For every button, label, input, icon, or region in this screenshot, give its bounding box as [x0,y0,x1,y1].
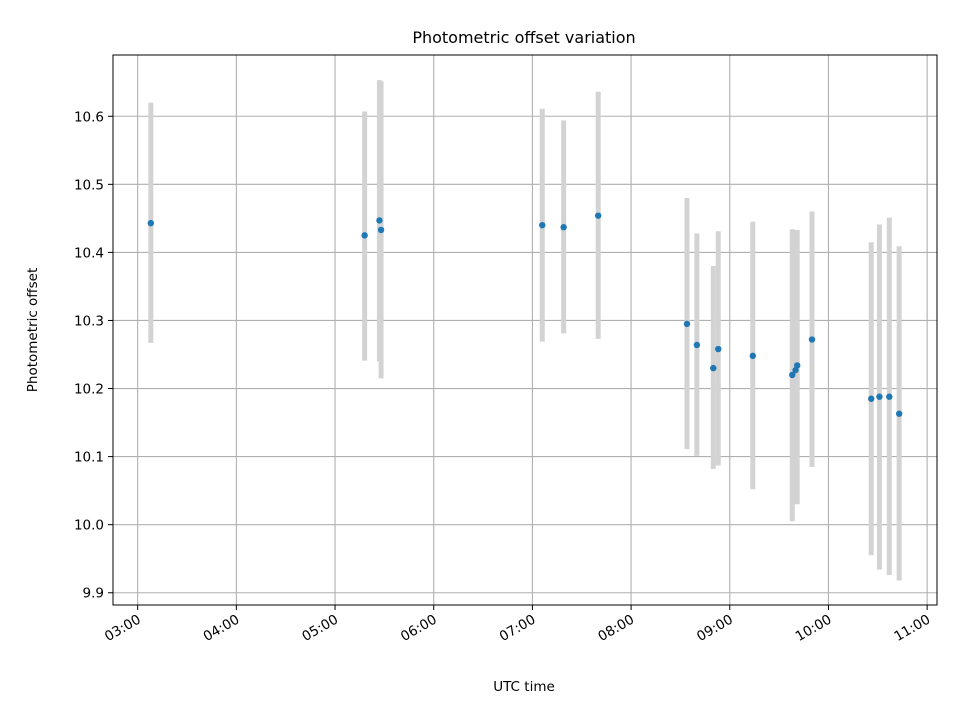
y-tick-label: 10.1 [74,450,104,466]
data-point [361,232,368,239]
data-points [147,212,903,417]
y-axis-label: Photometric offset [25,268,41,392]
data-point [876,393,883,400]
y-axis-ticks: 9.9 10.0 10.1 10.2 10.3 10.4 10.5 10.6 [74,109,113,602]
data-point [594,212,602,219]
y-tick-label: 10.5 [74,177,104,193]
data-point [808,336,816,343]
data-point [376,217,383,224]
y-tick-label: 10.2 [74,382,104,398]
y-tick-label: 10.4 [74,245,104,261]
data-point [868,395,875,402]
plot-area-frame [112,54,938,606]
data-point [895,410,903,417]
data-point [683,320,691,328]
x-axis-label: UTC time [493,679,555,695]
data-point [749,352,756,360]
data-point [793,362,801,369]
y-tick-label: 10.6 [74,109,104,125]
data-point [147,219,155,227]
data-point [377,226,385,234]
data-point [715,345,722,353]
data-point [710,364,717,372]
y-tick-label: 10.0 [74,518,104,534]
data-point [539,221,546,229]
data-point [886,393,893,400]
data-point [789,371,796,379]
data-point [560,224,567,231]
chart-title: Photometric offset variation [412,28,635,47]
y-tick-label: 9.9 [83,586,104,602]
data-point [693,341,701,349]
y-tick-label: 10.3 [74,313,104,329]
